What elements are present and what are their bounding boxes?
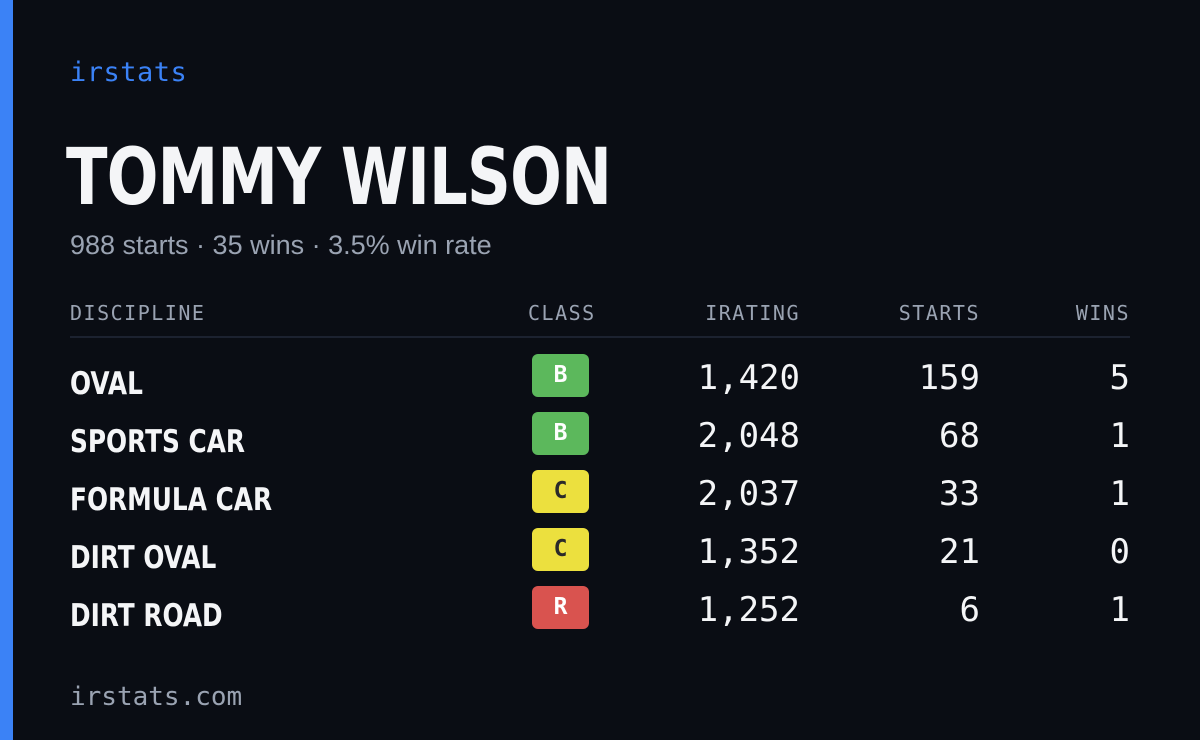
discipline-name: FORMULA CAR	[70, 482, 273, 518]
class-badge: C	[532, 528, 589, 571]
class-badge: R	[532, 586, 589, 629]
class-badge: C	[532, 470, 589, 513]
wins-value: 1	[1109, 474, 1130, 514]
header-starts: STARTS	[898, 301, 980, 325]
table-row: FORMULA CAR C 2,037 33 1	[0, 466, 1200, 524]
header-discipline: DISCIPLINE	[70, 301, 206, 325]
table-row: SPORTS CAR B 2,048 68 1	[0, 408, 1200, 466]
table-row: DIRT OVAL C 1,352 21 0	[0, 524, 1200, 582]
class-badge: B	[532, 354, 589, 397]
starts-value: 6	[959, 590, 980, 630]
discipline-name: SPORTS CAR	[70, 424, 246, 460]
wins-value: 0	[1109, 532, 1130, 572]
discipline-name: DIRT ROAD	[70, 598, 223, 634]
irating-value: 2,048	[697, 416, 800, 456]
wins-value: 5	[1109, 358, 1130, 398]
starts-value: 21	[939, 532, 980, 572]
brand-logo-text: irstats	[70, 57, 188, 88]
starts-value: 33	[939, 474, 980, 514]
class-badge: B	[532, 412, 589, 455]
irating-value: 1,352	[697, 532, 800, 572]
starts-value: 159	[918, 358, 980, 398]
footer-url: irstats.com	[70, 682, 243, 712]
header-class: CLASS	[528, 301, 596, 325]
table-row: DIRT ROAD R 1,252 6 1	[0, 582, 1200, 640]
discipline-name: DIRT OVAL	[70, 540, 217, 576]
irating-value: 2,037	[697, 474, 800, 514]
header-wins: WINS	[1075, 301, 1130, 325]
header-irating: IRATING	[705, 301, 800, 325]
starts-value: 68	[939, 416, 980, 456]
header-divider	[70, 336, 1130, 338]
table-row: OVAL B 1,420 159 5	[0, 350, 1200, 408]
irating-value: 1,252	[697, 590, 800, 630]
driver-name: TOMMY WILSON	[66, 133, 612, 223]
accent-bar	[0, 0, 13, 740]
discipline-table: OVAL B 1,420 159 5 SPORTS CAR B 2,048 68…	[0, 350, 1200, 640]
wins-value: 1	[1109, 416, 1130, 456]
driver-summary: 988 starts · 35 wins · 3.5% win rate	[70, 230, 492, 260]
irating-value: 1,420	[697, 358, 800, 398]
discipline-name: OVAL	[70, 366, 143, 402]
wins-value: 1	[1109, 590, 1130, 630]
